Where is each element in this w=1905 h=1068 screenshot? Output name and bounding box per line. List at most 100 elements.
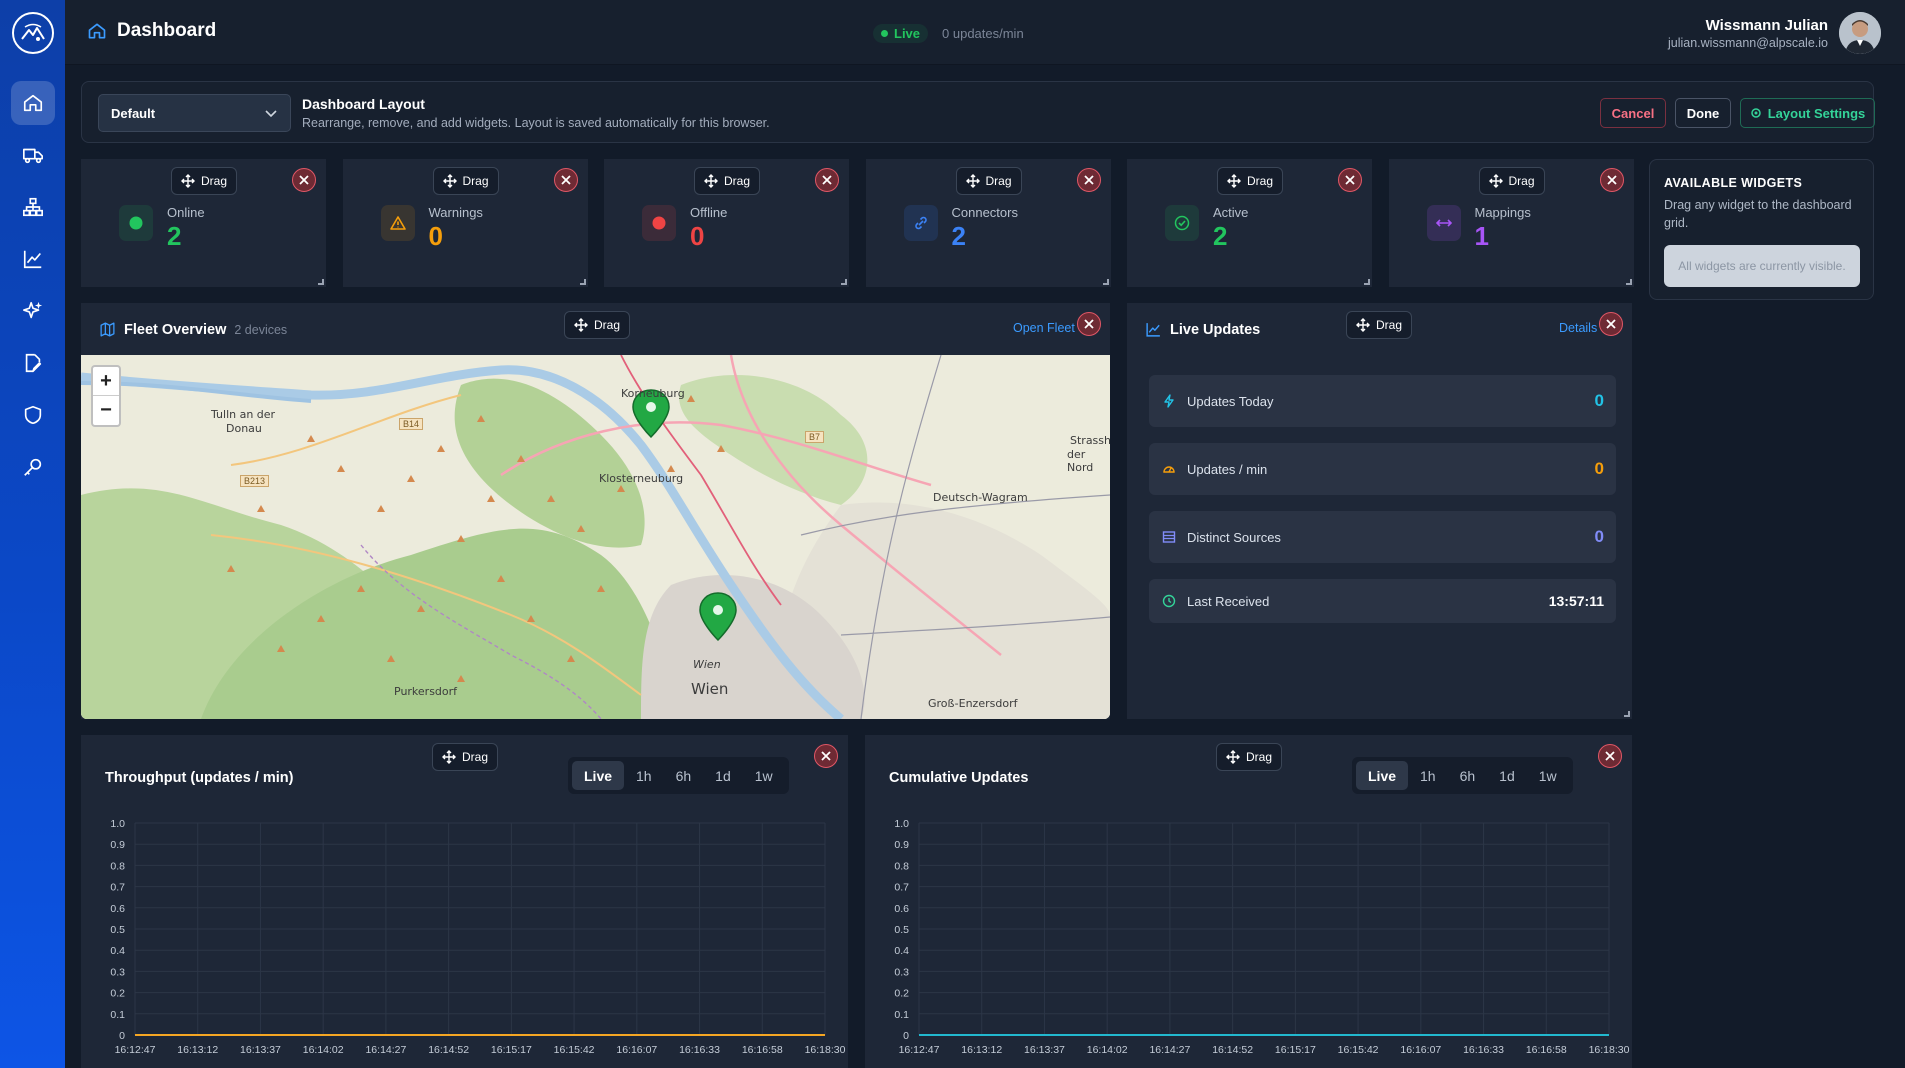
remove-widget-button[interactable] xyxy=(1598,744,1622,768)
range-button-6h[interactable]: 6h xyxy=(1459,767,1476,784)
range-button-1d[interactable]: 1d xyxy=(1499,767,1515,784)
sidebar-item-analytics[interactable] xyxy=(11,237,55,281)
drag-handle[interactable]: Drag xyxy=(1216,743,1283,771)
drag-label: Drag xyxy=(1508,174,1535,188)
drag-handle[interactable]: Drag xyxy=(1217,167,1284,195)
drag-handle[interactable]: Drag xyxy=(1478,167,1545,195)
sidebar-item-security[interactable] xyxy=(11,393,55,437)
drag-handle[interactable]: Drag xyxy=(694,167,761,195)
y-tick-label: 0.8 xyxy=(894,860,909,872)
resize-handle[interactable] xyxy=(318,279,324,285)
stat-widget-mappings: Drag Mappings 1 xyxy=(1388,159,1634,287)
remove-widget-button[interactable] xyxy=(1076,168,1101,192)
available-widgets-desc: Drag any widget to the dashboard grid. xyxy=(1664,198,1852,230)
range-button-6h[interactable]: 6h xyxy=(675,767,692,784)
resize-handle[interactable] xyxy=(579,279,586,285)
fleet-title: Fleet Overview 2 devices xyxy=(99,321,287,338)
stat-value: 2 xyxy=(1213,221,1228,251)
truck-icon xyxy=(23,148,43,164)
layout-settings-button[interactable]: Layout Settings xyxy=(1740,98,1875,128)
resize-handle[interactable] xyxy=(1102,279,1109,285)
remove-widget-button[interactable] xyxy=(815,168,839,192)
x-tick-label: 16:13:37 xyxy=(240,1044,281,1056)
layout-select[interactable]: Default xyxy=(98,94,291,132)
x-tick-label: 16:12:47 xyxy=(899,1044,940,1056)
open-fleet-link[interactable]: Open Fleet xyxy=(1013,321,1075,335)
user-email: julian.wissmann@alpscale.io xyxy=(1668,36,1828,50)
range-button-1w[interactable]: 1w xyxy=(754,767,773,784)
range-button-1d[interactable]: 1d xyxy=(715,767,731,784)
stat-label: Warnings xyxy=(428,205,483,220)
resize-handle[interactable] xyxy=(841,279,847,285)
chart-title: Cumulative Updates xyxy=(889,770,1029,786)
remove-widget-button[interactable] xyxy=(1599,312,1623,336)
range-button-1h[interactable]: 1h xyxy=(1420,767,1436,784)
line-chart: 1.0 0.9 0.8 0.7 0.6 0.5 0.4 0.3 0.2 0.1 0 16:12:47 1… xyxy=(110,818,845,1056)
move-icon xyxy=(181,174,195,188)
sidebar-item-documents[interactable] xyxy=(11,341,55,385)
details-link[interactable]: Details xyxy=(1559,321,1598,335)
remove-widget-button[interactable] xyxy=(1599,168,1624,192)
done-button[interactable]: Done xyxy=(1675,98,1731,128)
fleet-device-count: 2 devices xyxy=(234,322,288,337)
remove-widget-button[interactable] xyxy=(553,168,578,192)
resize-handle[interactable] xyxy=(1625,279,1632,285)
row-label: Last Received xyxy=(1187,593,1270,609)
y-tick-label: 1.0 xyxy=(894,818,909,830)
drag-handle[interactable]: Drag xyxy=(171,167,238,195)
row-value: 0 xyxy=(1594,459,1604,478)
remove-widget-button[interactable] xyxy=(292,168,316,192)
user-name: Wissmann Julian xyxy=(1705,17,1828,34)
remove-widget-button[interactable] xyxy=(1338,168,1362,192)
map-pin-korneuburg[interactable] xyxy=(632,389,670,439)
update-rate: 0 updates/min xyxy=(942,26,1024,41)
drag-handle[interactable]: Drag xyxy=(432,743,499,771)
close-icon xyxy=(1606,319,1616,329)
map-zoom-control: + − xyxy=(91,365,121,427)
sidebar-item-home[interactable] xyxy=(11,81,55,125)
drag-label: Drag xyxy=(1247,174,1274,188)
move-icon xyxy=(704,174,718,188)
x-tick-label: 16:16:07 xyxy=(616,1044,657,1056)
fleet-map[interactable]: + − Korneuburg Tulln an der Donau Kloste… xyxy=(81,355,1110,719)
road-label: B213 xyxy=(240,475,270,487)
app-logo[interactable] xyxy=(12,12,54,54)
range-button-Live[interactable]: Live xyxy=(1356,761,1409,790)
range-button-Live[interactable]: Live xyxy=(572,761,625,790)
drag-handle[interactable]: Drag xyxy=(1346,311,1413,339)
sidebar-item-network[interactable] xyxy=(11,185,55,229)
y-tick-label: 0.8 xyxy=(110,860,125,872)
stat-widget-warnings: Drag Warnings 0 xyxy=(342,159,588,287)
x-tick-label: 16:14:27 xyxy=(1149,1044,1190,1056)
zoom-in-button[interactable]: + xyxy=(93,367,119,396)
chart-icon xyxy=(1146,323,1160,337)
status-offline-icon xyxy=(642,205,676,241)
move-icon xyxy=(1227,174,1241,188)
arrows-horizontal-icon xyxy=(1426,205,1461,241)
drag-handle[interactable]: Drag xyxy=(564,311,631,339)
remove-widget-button[interactable] xyxy=(1077,312,1101,336)
sidebar-item-ai[interactable] xyxy=(11,289,55,333)
avatar[interactable] xyxy=(1839,12,1881,54)
map-label: Deutsch-Wagram xyxy=(933,491,1028,504)
zoom-out-button[interactable]: − xyxy=(100,399,112,421)
user-info[interactable]: Wissmann Julian julian.wissmann@alpscale… xyxy=(1668,17,1828,50)
resize-handle[interactable] xyxy=(1624,711,1630,717)
x-tick-label: 16:16:58 xyxy=(1526,1044,1567,1056)
x-tick-label: 16:14:52 xyxy=(1212,1044,1253,1056)
cancel-button[interactable]: Cancel xyxy=(1600,98,1666,128)
chart-icon xyxy=(23,250,42,269)
resize-handle[interactable] xyxy=(1364,279,1370,285)
map-label: Tulln an der xyxy=(211,408,276,421)
map-pin-wien[interactable] xyxy=(699,592,737,642)
range-button-1w[interactable]: 1w xyxy=(1538,767,1557,784)
sidebar-item-keys[interactable] xyxy=(11,445,55,489)
drag-label: Drag xyxy=(462,750,489,764)
drag-handle[interactable]: Drag xyxy=(955,167,1022,195)
remove-widget-button[interactable] xyxy=(814,744,838,768)
drag-label: Drag xyxy=(201,174,228,188)
close-icon xyxy=(1606,175,1617,185)
range-button-1h[interactable]: 1h xyxy=(636,767,652,784)
sidebar-item-fleet[interactable] xyxy=(11,133,55,177)
drag-handle[interactable]: Drag xyxy=(432,167,499,195)
